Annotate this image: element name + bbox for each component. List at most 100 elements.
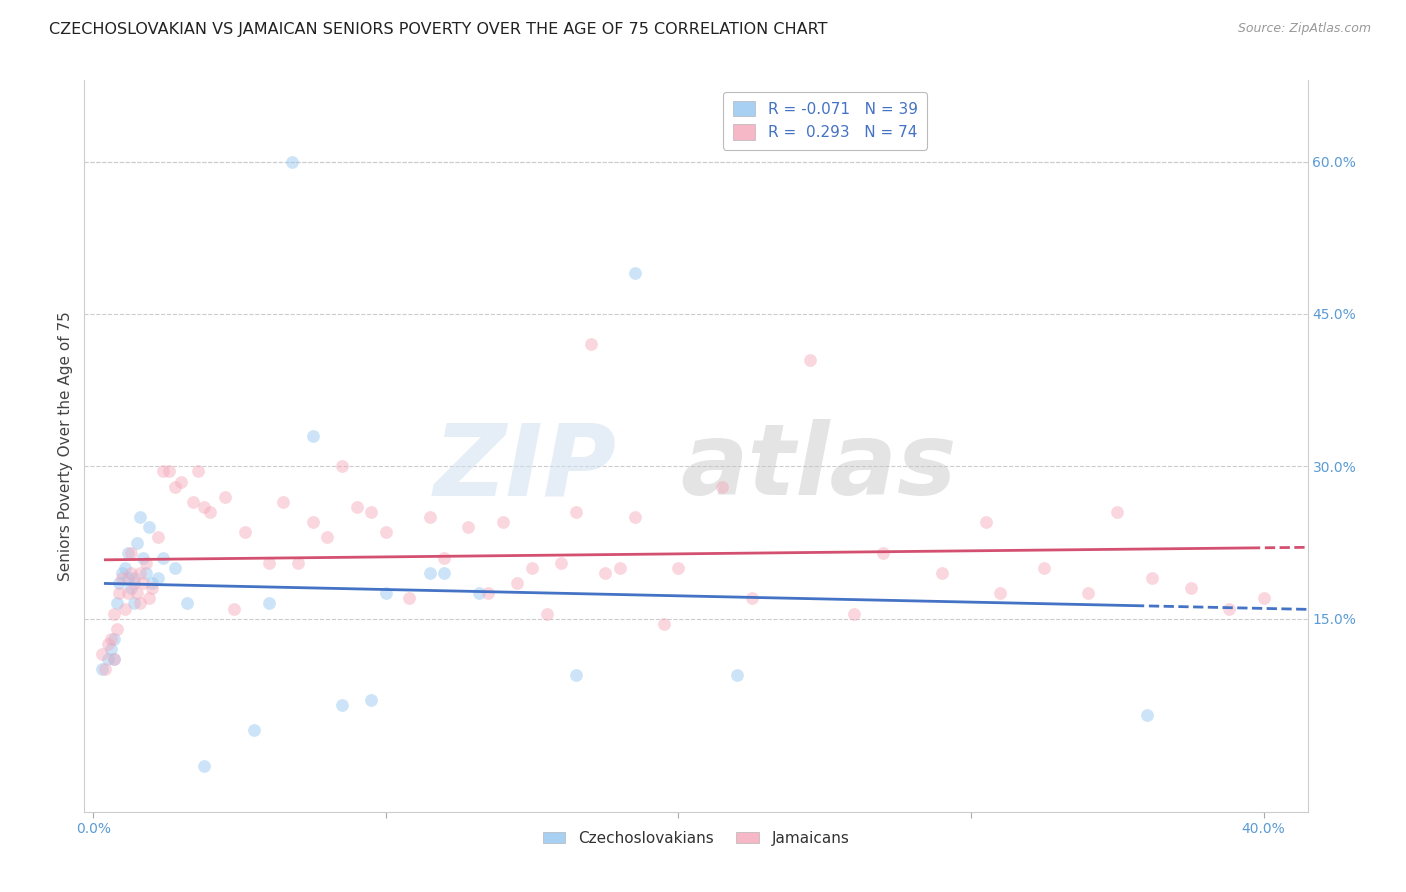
- Point: [281, 154, 304, 169]
- Point: [565, 667, 588, 681]
- Point: [550, 556, 572, 570]
- Point: [711, 480, 734, 494]
- Point: [842, 607, 865, 621]
- Point: [273, 495, 295, 509]
- Point: [652, 616, 675, 631]
- Point: [457, 520, 479, 534]
- Point: [346, 500, 368, 514]
- Point: [152, 550, 174, 565]
- Text: ZIP: ZIP: [433, 419, 616, 516]
- Point: [135, 566, 157, 580]
- Point: [114, 601, 136, 615]
- Point: [222, 601, 245, 615]
- Point: [157, 464, 180, 478]
- Point: [433, 550, 456, 565]
- Legend: Czechoslovakians, Jamaicans: Czechoslovakians, Jamaicans: [537, 824, 855, 852]
- Point: [141, 576, 163, 591]
- Point: [90, 647, 112, 661]
- Point: [579, 337, 602, 351]
- Point: [146, 530, 169, 544]
- Point: [105, 622, 128, 636]
- Point: [120, 581, 142, 595]
- Point: [374, 586, 396, 600]
- Point: [181, 495, 204, 509]
- Point: [974, 515, 997, 529]
- Point: [243, 723, 266, 738]
- Text: CZECHOSLOVAKIAN VS JAMAICAN SENIORS POVERTY OVER THE AGE OF 75 CORRELATION CHART: CZECHOSLOVAKIAN VS JAMAICAN SENIORS POVE…: [49, 22, 828, 37]
- Point: [117, 546, 139, 560]
- Point: [565, 505, 588, 519]
- Point: [111, 571, 134, 585]
- Point: [477, 586, 499, 600]
- Point: [1142, 571, 1164, 585]
- Text: atlas: atlas: [681, 419, 956, 516]
- Y-axis label: Seniors Poverty Over the Age of 75: Seniors Poverty Over the Age of 75: [58, 311, 73, 581]
- Point: [799, 352, 821, 367]
- Point: [623, 266, 645, 280]
- Point: [398, 591, 420, 606]
- Point: [120, 566, 142, 580]
- Point: [108, 586, 131, 600]
- Point: [138, 591, 160, 606]
- Point: [301, 515, 323, 529]
- Point: [97, 652, 120, 666]
- Point: [90, 663, 112, 677]
- Point: [111, 566, 134, 580]
- Point: [316, 530, 339, 544]
- Point: [120, 546, 142, 560]
- Point: [257, 597, 280, 611]
- Point: [103, 652, 125, 666]
- Text: Source: ZipAtlas.com: Source: ZipAtlas.com: [1237, 22, 1371, 36]
- Point: [100, 632, 122, 646]
- Point: [1180, 581, 1202, 595]
- Point: [468, 586, 491, 600]
- Point: [609, 561, 631, 575]
- Point: [105, 597, 128, 611]
- Point: [138, 520, 160, 534]
- Point: [146, 571, 169, 585]
- Point: [193, 759, 215, 773]
- Point: [122, 576, 145, 591]
- Point: [623, 510, 645, 524]
- Point: [593, 566, 616, 580]
- Point: [103, 652, 125, 666]
- Point: [1218, 601, 1240, 615]
- Point: [741, 591, 763, 606]
- Point: [360, 505, 382, 519]
- Point: [108, 576, 131, 591]
- Point: [165, 480, 187, 494]
- Point: [187, 464, 209, 478]
- Point: [360, 693, 382, 707]
- Point: [506, 576, 529, 591]
- Point: [176, 597, 198, 611]
- Point: [492, 515, 515, 529]
- Point: [100, 642, 122, 657]
- Point: [193, 500, 215, 514]
- Point: [1136, 708, 1159, 723]
- Point: [135, 556, 157, 570]
- Point: [433, 566, 456, 580]
- Point: [170, 475, 193, 489]
- Point: [125, 586, 148, 600]
- Point: [97, 637, 120, 651]
- Point: [129, 597, 152, 611]
- Point: [931, 566, 953, 580]
- Point: [301, 429, 323, 443]
- Point: [520, 561, 543, 575]
- Point: [114, 561, 136, 575]
- Point: [1033, 561, 1056, 575]
- Point: [257, 556, 280, 570]
- Point: [330, 459, 353, 474]
- Point: [129, 510, 152, 524]
- Point: [129, 566, 152, 580]
- Point: [122, 571, 145, 585]
- Point: [419, 566, 441, 580]
- Point: [132, 550, 155, 565]
- Point: [233, 525, 256, 540]
- Point: [1107, 505, 1129, 519]
- Point: [287, 556, 309, 570]
- Point: [536, 607, 558, 621]
- Point: [419, 510, 441, 524]
- Point: [725, 667, 748, 681]
- Point: [1077, 586, 1099, 600]
